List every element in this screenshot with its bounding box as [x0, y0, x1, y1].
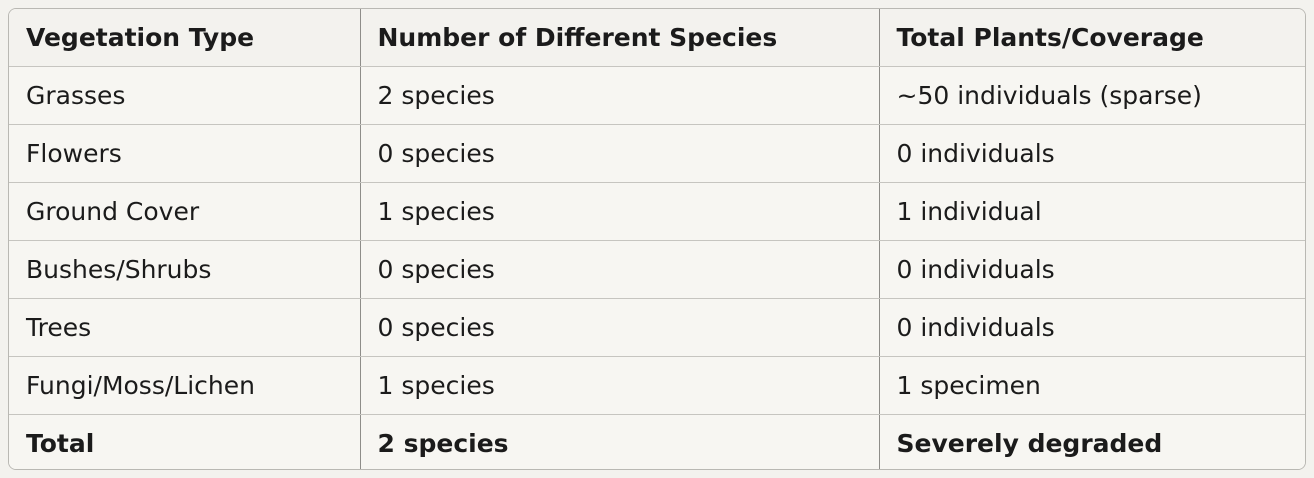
cell-vegetation-type: Flowers [9, 124, 360, 183]
table-row: Ground Cover 1 species 1 individual [9, 182, 1305, 241]
cell-coverage: ~50 individuals (sparse) [878, 66, 1305, 125]
table-row: Bushes/Shrubs 0 species 0 individuals [9, 240, 1305, 299]
header-row: Vegetation Type Number of Different Spec… [9, 9, 1305, 67]
vegetation-table-container: Vegetation Type Number of Different Spec… [8, 8, 1306, 470]
cell-vegetation-type: Fungi/Moss/Lichen [9, 356, 360, 415]
cell-coverage: 1 individual [878, 182, 1305, 241]
cell-species-count: 0 species [359, 124, 879, 183]
table-row: Fungi/Moss/Lichen 1 species 1 specimen [9, 356, 1305, 415]
table-row: Flowers 0 species 0 individuals [9, 124, 1305, 183]
header-number-of-species: Number of Different Species [359, 9, 879, 67]
header-vegetation-type: Vegetation Type [9, 9, 360, 67]
cell-total-label: Total [9, 414, 360, 469]
cell-coverage: 1 specimen [878, 356, 1305, 415]
cell-vegetation-type: Trees [9, 298, 360, 357]
cell-species-count: 1 species [359, 182, 879, 241]
cell-total-species: 2 species [359, 414, 879, 469]
cell-species-count: 2 species [359, 66, 879, 125]
table-row: Trees 0 species 0 individuals [9, 298, 1305, 357]
cell-species-count: 0 species [359, 240, 879, 299]
cell-vegetation-type: Grasses [9, 66, 360, 125]
table-row: Grasses 2 species ~50 individuals (spars… [9, 66, 1305, 125]
cell-coverage: 0 individuals [878, 124, 1305, 183]
cell-vegetation-type: Ground Cover [9, 182, 360, 241]
cell-coverage: 0 individuals [878, 298, 1305, 357]
cell-species-count: 0 species [359, 298, 879, 357]
cell-total-coverage: Severely degraded [878, 414, 1305, 469]
table-body: Grasses 2 species ~50 individuals (spars… [9, 66, 1305, 469]
header-total-plants-coverage: Total Plants/Coverage [878, 9, 1305, 67]
cell-coverage: 0 individuals [878, 240, 1305, 299]
table-header: Vegetation Type Number of Different Spec… [9, 9, 1305, 67]
vegetation-table: Vegetation Type Number of Different Spec… [9, 9, 1305, 469]
cell-species-count: 1 species [359, 356, 879, 415]
total-row: Total 2 species Severely degraded [9, 414, 1305, 469]
cell-vegetation-type: Bushes/Shrubs [9, 240, 360, 299]
